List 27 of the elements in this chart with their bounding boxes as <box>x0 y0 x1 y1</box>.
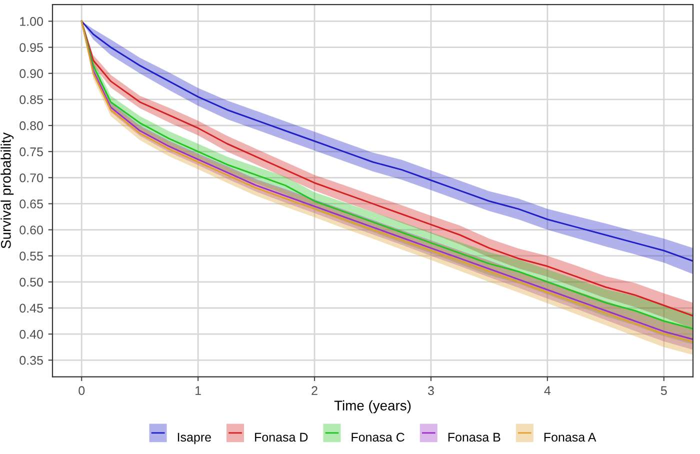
y-tick-label: 1.00 <box>20 17 43 26</box>
y-tick-label: 0.75 <box>20 147 43 156</box>
y-tick-label: 0.60 <box>20 226 43 234</box>
y-tick-label: 0.45 <box>20 304 43 313</box>
x-tick-label: 0 <box>78 386 85 396</box>
legend-label: Isapre <box>178 432 211 444</box>
y-tick-label: 0.55 <box>20 252 43 261</box>
y-tick-label: 0.65 <box>20 200 43 208</box>
y-tick-label: 0.70 <box>20 173 43 182</box>
x-tick-label: 5 <box>660 386 667 396</box>
y-tick-label: 0.50 <box>20 278 43 287</box>
y-axis-title: Survival probability <box>0 132 14 248</box>
y-tick-label: 0.95 <box>20 43 43 52</box>
legend-label: Fonasa D <box>255 432 308 442</box>
y-tick-label: 0.35 <box>20 356 43 365</box>
x-axis-title: Time (years) <box>334 400 411 414</box>
y-tick-label: 0.85 <box>20 95 43 104</box>
x-tick-label: 2 <box>312 386 318 395</box>
y-tick-label: 0.80 <box>20 121 43 130</box>
y-tick-label: 0.40 <box>20 330 43 339</box>
legend-label: Fonasa C <box>352 432 404 442</box>
y-tick-label: 0.90 <box>20 69 43 78</box>
x-tick-label: 4 <box>544 386 551 395</box>
x-tick-label: 1 <box>196 386 201 395</box>
x-tick-label: 3 <box>428 386 434 396</box>
legend-label: Fonasa A <box>544 432 596 442</box>
legend-label: Fonasa B <box>448 432 500 442</box>
